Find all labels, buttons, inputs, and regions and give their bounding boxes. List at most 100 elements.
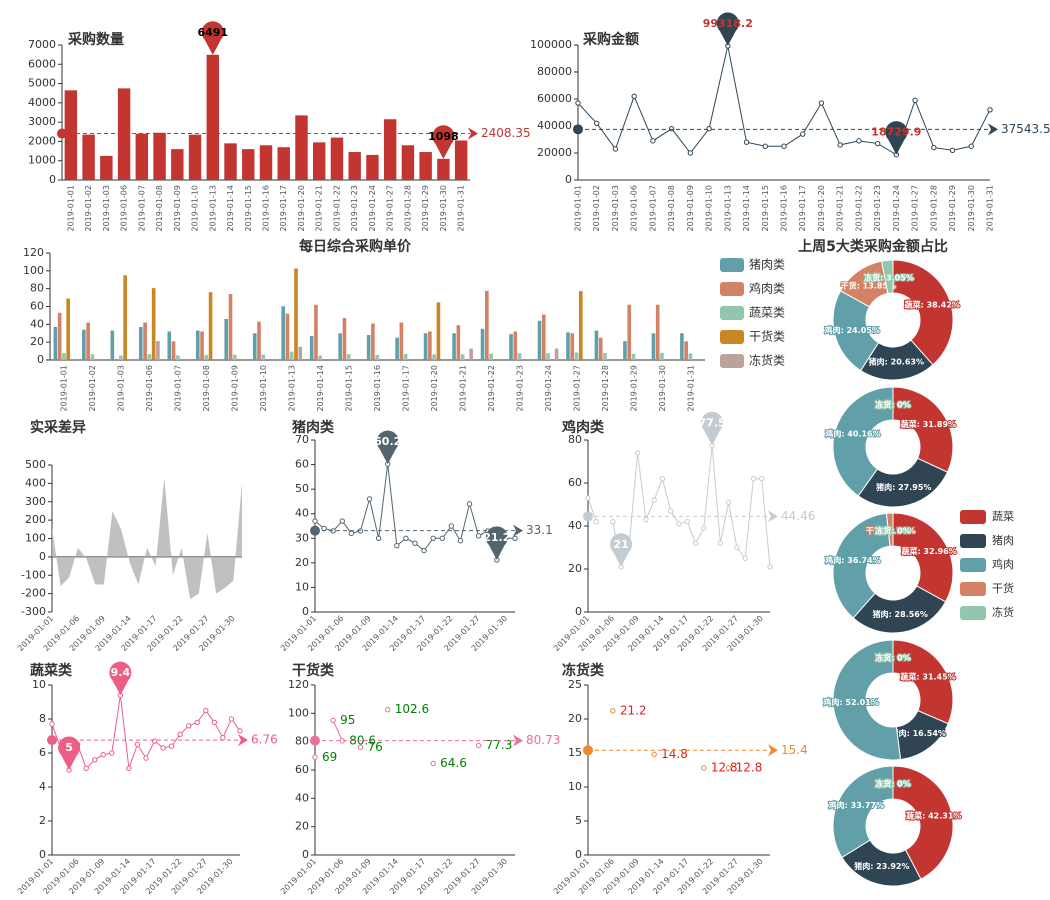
x-tick-label: 2019-01-29 <box>948 185 957 232</box>
bar <box>680 333 684 360</box>
bar <box>200 331 204 360</box>
point <box>143 755 149 761</box>
bar <box>399 322 404 360</box>
point <box>612 146 619 152</box>
bar <box>423 333 428 360</box>
pie-slice <box>832 290 880 372</box>
point <box>800 131 806 137</box>
bar <box>489 353 493 360</box>
point-label: 102.6 <box>395 702 429 716</box>
y-tick-label: 40 <box>30 317 44 330</box>
x-tick-label: 2019-01-29 <box>421 185 430 232</box>
y-tick-label: 100000 <box>530 38 572 51</box>
y-tick-label: 80 <box>295 735 309 748</box>
x-tick-label: 2019-01-29 <box>629 365 638 412</box>
bar <box>119 355 123 360</box>
pin-label: 1098 <box>428 130 459 143</box>
point <box>725 499 732 506</box>
x-tick-label: 2019-01-28 <box>403 185 412 232</box>
y-tick-label: 50 <box>295 482 309 495</box>
bar <box>90 354 95 360</box>
pie-label: 鸡肉: 33.77% <box>828 800 884 810</box>
average-arrow <box>513 734 523 747</box>
point-label: 12.8 <box>711 760 738 774</box>
point-label: 76 <box>367 740 382 754</box>
point <box>321 525 327 532</box>
point <box>203 707 209 714</box>
pin-label: 60.2 <box>374 435 401 448</box>
point <box>692 540 699 546</box>
y-tick-label: 0 <box>302 848 309 861</box>
mark-pin <box>885 121 908 155</box>
x-tick-label: 2019-01-08 <box>155 185 164 232</box>
x-tick-label: 2019-01-27 <box>911 185 920 232</box>
bar <box>371 323 375 360</box>
bar <box>454 140 468 180</box>
y-tick-label: 6 <box>39 746 46 759</box>
x-tick-label: 2019-01-22 <box>487 365 496 412</box>
point <box>228 716 235 722</box>
point <box>412 540 418 546</box>
x-tick-label: 2019-01-08 <box>202 365 211 412</box>
point <box>767 564 773 570</box>
point-label: 21.2 <box>620 703 647 717</box>
point <box>575 100 581 106</box>
x-tick-label: 2019-01-20 <box>817 185 826 232</box>
legend-label: 蔬菜 <box>992 510 1014 523</box>
legend-label: 干货类 <box>749 329 785 344</box>
pie-slice <box>832 639 902 761</box>
point <box>126 765 132 771</box>
y-tick-label: 3000 <box>28 115 56 128</box>
x-tick-label: 2019-01-28 <box>929 185 938 232</box>
pie-label: 鸡肉: 40.16% <box>824 429 880 439</box>
x-tick-label: 2019-01-17 <box>401 365 410 412</box>
pin-label: 21.2 <box>483 531 510 544</box>
bar <box>117 88 131 180</box>
pie-label: 冻货: 3.05% <box>864 273 914 283</box>
bar <box>432 354 436 360</box>
point <box>742 555 748 561</box>
pie-label: 猪肉: 20.63% <box>868 356 924 366</box>
y-tick-label: 40000 <box>537 119 572 132</box>
pie-slice <box>892 259 954 366</box>
bar <box>566 332 570 360</box>
pin-label: 77.5 <box>699 416 726 429</box>
point <box>330 717 336 724</box>
x-tick-label: 2019-01-14 <box>742 185 751 232</box>
point <box>659 476 666 482</box>
bar <box>623 341 627 360</box>
mark-pin <box>701 411 724 446</box>
bar <box>655 304 660 360</box>
chart-title: 干货类 <box>292 662 335 679</box>
bar <box>53 327 58 360</box>
chart-title: 猪肉类 <box>291 419 335 436</box>
x-tick-label: 2019-01-14 <box>226 185 235 232</box>
bar <box>224 318 229 360</box>
x-tick-label: 2019-01-06 <box>120 185 129 232</box>
legend-label: 干货 <box>992 581 1014 595</box>
point <box>151 738 158 744</box>
chart-title: 实采差异 <box>30 419 86 436</box>
bar <box>176 355 180 360</box>
bar <box>66 298 71 360</box>
x-tick-label: 2019-01-30 <box>439 185 448 232</box>
y-tick-label: 80 <box>30 282 44 295</box>
bar <box>395 337 399 360</box>
y-tick-label: 7000 <box>28 38 56 51</box>
x-tick-label: 2019-01-23 <box>873 185 882 232</box>
point <box>421 547 427 554</box>
mark-pin <box>610 533 633 567</box>
pie-slice <box>880 259 894 295</box>
pie-label: 干货: 1.74% <box>866 526 916 536</box>
bar <box>281 306 286 360</box>
point <box>912 97 918 104</box>
x-tick-label: 2019-01-10 <box>705 185 714 232</box>
bar <box>82 329 86 360</box>
y-tick-label: 30 <box>295 531 309 544</box>
pie-slice <box>852 585 947 634</box>
chart-title: 每日综合采购单价 <box>299 238 412 255</box>
average-arrow <box>238 734 248 747</box>
bar <box>513 331 518 360</box>
point <box>593 519 599 525</box>
x-tick-label: 2019-01-16 <box>373 365 382 412</box>
